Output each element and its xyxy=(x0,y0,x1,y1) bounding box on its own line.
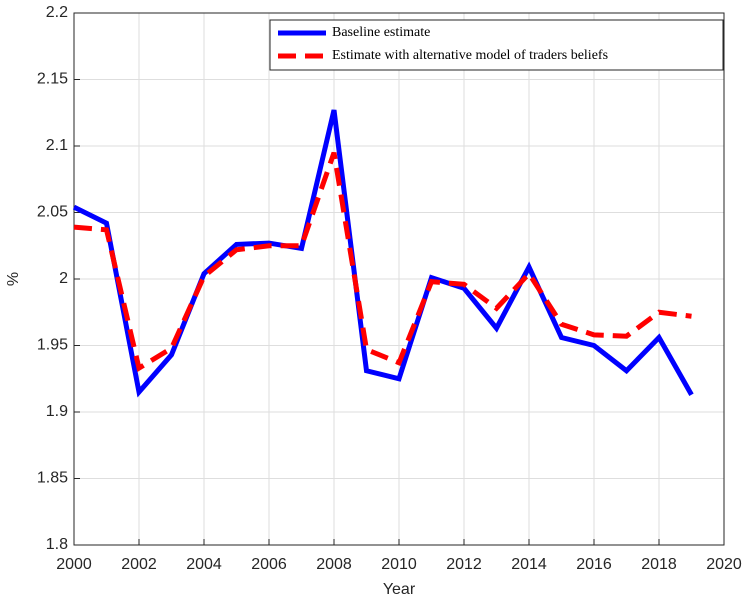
y-axis-label: % xyxy=(5,272,22,286)
x-tick-label: 2020 xyxy=(706,556,742,573)
legend-box xyxy=(269,19,724,71)
x-tick-label: 2000 xyxy=(56,556,92,573)
legend: Baseline estimate Estimate with alternati… xyxy=(269,19,724,71)
y-tick-label: 1.9 xyxy=(46,403,68,420)
y-tick-label: 2.2 xyxy=(46,4,68,21)
x-tick-label: 2012 xyxy=(446,556,482,573)
y-tick-label: 2.05 xyxy=(37,204,68,221)
x-tick-label: 2016 xyxy=(576,556,612,573)
x-tick-label: 2014 xyxy=(511,556,547,573)
y-tick-label: 1.8 xyxy=(46,536,68,553)
x-tick-label: 2002 xyxy=(121,556,157,573)
y-tick-label: 1.95 xyxy=(37,337,68,354)
x-axis-label: Year xyxy=(383,581,416,598)
x-tick-label: 2008 xyxy=(316,556,352,573)
y-tick-label: 1.85 xyxy=(37,470,68,487)
x-tick-label: 2006 xyxy=(251,556,287,573)
axes-box xyxy=(73,12,725,546)
x-tick-label: 2004 xyxy=(186,556,222,573)
y-tick-label: 2 xyxy=(59,270,68,287)
x-tick-label: 2010 xyxy=(381,556,417,573)
x-tick-label: 2018 xyxy=(641,556,677,573)
series-line xyxy=(73,151,692,373)
legend-label: Baseline estimate xyxy=(332,25,430,40)
legend-label: Estimate with alternative model of trade… xyxy=(332,48,608,63)
y-tick-label: 2.15 xyxy=(37,71,68,88)
y-tick-label: 2.1 xyxy=(46,137,68,154)
